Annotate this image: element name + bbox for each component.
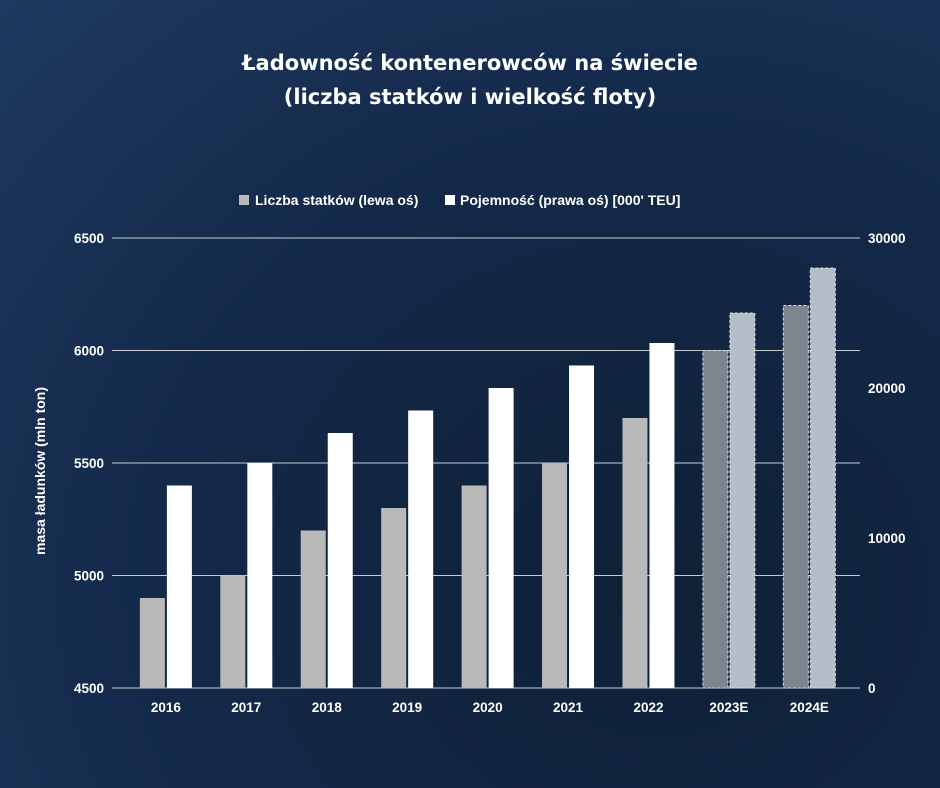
bar-pojemnosc-2021 (569, 365, 595, 688)
right-axis-ticks: 30000 20000 10000 0 (868, 231, 906, 696)
bar-liczba-statkow-2017 (220, 575, 246, 688)
legend-swatch-liczba-statkow (239, 195, 249, 205)
legend-label-pojemnosc: Pojemność (prawa oś) [000' TEU] (460, 192, 680, 208)
left-tick-label: 6500 (74, 231, 104, 246)
bar-liczba-statkow-2023e (702, 350, 729, 689)
x-tick-label: 2019 (392, 700, 422, 715)
bar-liczba-statkow-2020 (461, 485, 487, 688)
chart-title-line-2: (liczba statków i wielkość floty) (284, 85, 656, 109)
x-tick-label: 2024E (790, 700, 829, 715)
bar-liczba-statkow-2016 (139, 598, 165, 688)
right-tick-label: 0 (868, 681, 876, 696)
legend: Liczba statków (lewa oś) Pojemność (praw… (239, 192, 680, 208)
chart-title-line-1: Ładowność kontenerowców na świecie (241, 51, 698, 75)
bar-pojemnosc-2020 (488, 388, 514, 688)
legend-swatch-pojemnosc (445, 195, 455, 205)
bar-liczba-statkow-2024e (782, 305, 809, 689)
x-tick-label: 2020 (473, 700, 503, 715)
x-tick-label: 2023E (709, 700, 748, 715)
bar-liczba-statkow-2021 (542, 463, 568, 688)
legend-label-liczba-statkow: Liczba statków (lewa oś) (255, 192, 418, 208)
bars (139, 267, 836, 689)
y-axis-label: masa ładunków (mln ton) (32, 387, 48, 555)
left-tick-label: 4500 (74, 681, 104, 696)
right-tick-label: 30000 (868, 231, 906, 246)
bar-pojemnosc-2016 (166, 485, 192, 688)
x-axis-ticks: 2016 2017 2018 2019 2020 2021 2022 2023E 2024E (151, 700, 829, 715)
left-tick-label: 6000 (74, 344, 104, 359)
bar-liczba-statkow-2022 (622, 418, 648, 688)
bar-pojemnosc-2024e (809, 267, 836, 689)
left-tick-label: 5500 (74, 456, 104, 471)
right-tick-label: 20000 (868, 381, 906, 396)
x-tick-label: 2018 (312, 700, 343, 715)
bar-pojemnosc-2017 (247, 463, 273, 688)
x-tick-label: 2016 (151, 700, 182, 715)
x-tick-label: 2017 (231, 700, 261, 715)
bar-liczba-statkow-2018 (300, 530, 326, 688)
left-axis-ticks: 6500 6000 5500 5000 4500 (74, 231, 104, 696)
bar-pojemnosc-2022 (649, 343, 675, 688)
x-tick-label: 2021 (553, 700, 584, 715)
x-tick-label: 2022 (633, 700, 663, 715)
bar-pojemnosc-2023e (729, 312, 756, 689)
bar-pojemnosc-2018 (327, 433, 353, 688)
bar-pojemnosc-2019 (408, 410, 434, 688)
left-tick-label: 5000 (74, 569, 104, 584)
right-tick-label: 10000 (868, 531, 906, 546)
bar-liczba-statkow-2019 (381, 508, 407, 688)
